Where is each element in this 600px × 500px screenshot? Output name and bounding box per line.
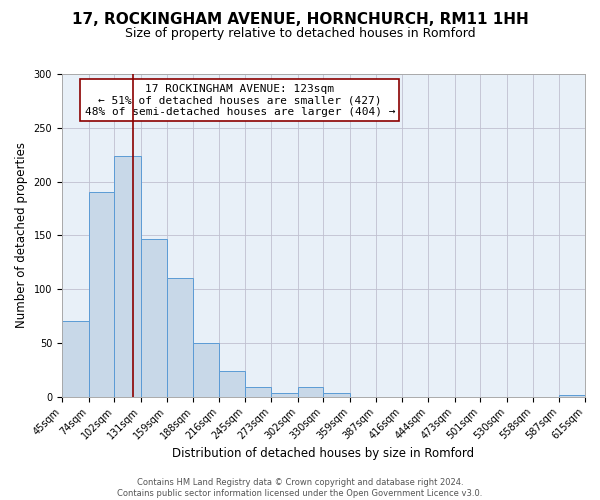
Bar: [193, 343, 219, 397]
Y-axis label: Number of detached properties: Number of detached properties: [15, 142, 28, 328]
Bar: [323, 392, 350, 397]
Text: 17 ROCKINGHAM AVENUE: 123sqm
← 51% of detached houses are smaller (427)
48% of s: 17 ROCKINGHAM AVENUE: 123sqm ← 51% of de…: [85, 84, 395, 117]
Bar: [114, 156, 141, 397]
Bar: [62, 322, 89, 397]
Text: Contains HM Land Registry data © Crown copyright and database right 2024.
Contai: Contains HM Land Registry data © Crown c…: [118, 478, 482, 498]
X-axis label: Distribution of detached houses by size in Romford: Distribution of detached houses by size …: [172, 447, 475, 460]
Bar: [219, 371, 245, 397]
Text: 17, ROCKINGHAM AVENUE, HORNCHURCH, RM11 1HH: 17, ROCKINGHAM AVENUE, HORNCHURCH, RM11 …: [71, 12, 529, 28]
Bar: [271, 392, 298, 397]
Bar: [298, 387, 323, 397]
Bar: [559, 394, 585, 397]
Text: Size of property relative to detached houses in Romford: Size of property relative to detached ho…: [125, 28, 475, 40]
Bar: [141, 238, 167, 397]
Bar: [167, 278, 193, 397]
Bar: [245, 387, 271, 397]
Bar: [89, 192, 114, 397]
